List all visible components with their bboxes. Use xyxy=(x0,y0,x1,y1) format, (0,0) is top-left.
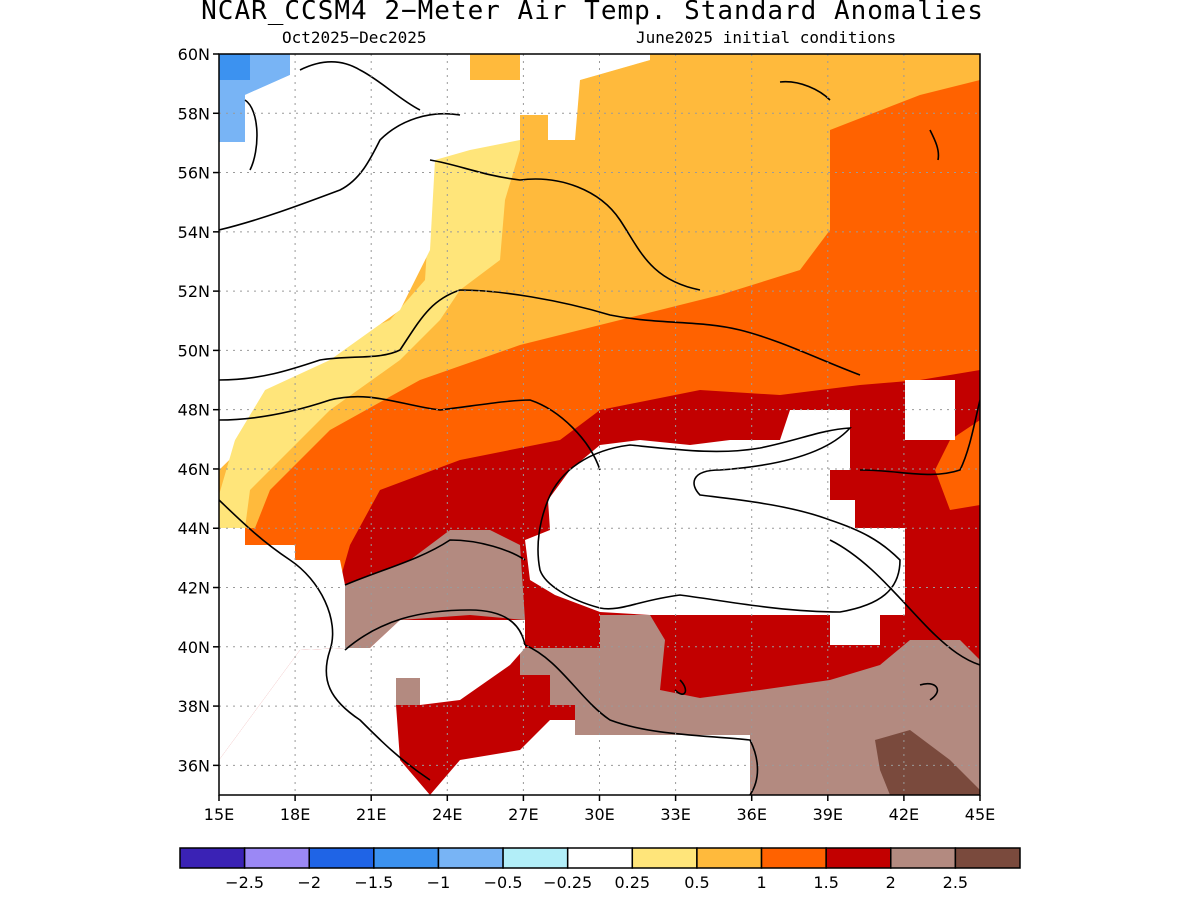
lon-tick-label: 15E xyxy=(204,805,234,824)
colorbar-label: 2.5 xyxy=(943,873,968,892)
colorbar-swatch xyxy=(502,847,569,869)
field-1-1.5-east xyxy=(935,420,980,510)
lat-tick-label: 38N xyxy=(178,697,210,716)
latitude-axis: 60N 58N 56N 54N 52N 50N 48N 46N 44N 42N 40N 38N 36N xyxy=(178,45,219,775)
field-0.25-0.5 xyxy=(219,80,520,528)
colorbar-label: 0.5 xyxy=(684,873,709,892)
lon-tick-label: 45E xyxy=(965,805,995,824)
lon-tick-label: 36E xyxy=(736,805,766,824)
field-2-2.5-greece xyxy=(396,678,420,705)
colorbar-label: −2 xyxy=(297,873,321,892)
lat-tick-label: 54N xyxy=(178,223,210,242)
forecast-period: Oct2025−Dec2025 xyxy=(282,28,427,47)
lat-tick-label: 58N xyxy=(178,104,210,123)
initial-conditions: June2025 initial conditions xyxy=(636,28,897,47)
lat-tick-label: 52N xyxy=(178,282,210,301)
mask-med xyxy=(430,720,750,795)
field-2-2.5-balkans xyxy=(345,530,525,648)
colorbar-swatch xyxy=(696,847,763,869)
lat-tick-label: 60N xyxy=(178,45,210,64)
lon-tick-label: 39E xyxy=(813,805,843,824)
lat-tick-label: 44N xyxy=(178,519,210,538)
lat-tick-label: 48N xyxy=(178,401,210,420)
colorbar-label: 1.5 xyxy=(813,873,838,892)
lat-tick-label: 40N xyxy=(178,638,210,657)
lon-tick-label: 33E xyxy=(660,805,690,824)
colorbar-label: −1.5 xyxy=(354,873,393,892)
colorbar-label: 0.25 xyxy=(614,873,650,892)
mask-caspian xyxy=(905,380,955,440)
anomaly-fields xyxy=(219,54,980,795)
colorbar-label: −1 xyxy=(427,873,451,892)
longitude-axis: 15E 18E 21E 24E 27E 30E 33E 36E 39E 42E 45E xyxy=(204,795,995,824)
colorbar-swatch xyxy=(566,847,634,869)
gridlines xyxy=(219,54,980,795)
field-2-2.5-anatolia xyxy=(520,615,980,795)
lat-tick-label: 42N xyxy=(178,579,210,598)
mask-baltic xyxy=(219,54,520,470)
colorbar-label: 1 xyxy=(756,873,766,892)
colorbar-swatch xyxy=(179,847,246,869)
colorbar-swatch xyxy=(825,847,892,869)
colorbar-label: −0.5 xyxy=(484,873,523,892)
colorbar-swatch xyxy=(308,847,375,869)
colorbar: −2.5 −2 −1.5 −1 −0.5 −0.25 0.25 0.5 1 1.5 2 2.5 xyxy=(179,847,1021,892)
colorbar-swatch xyxy=(954,847,1021,869)
lon-tick-label: 18E xyxy=(280,805,310,824)
lon-tick-label: 27E xyxy=(508,805,538,824)
colorbar-swatch xyxy=(631,847,698,869)
colorbar-swatch xyxy=(243,847,310,869)
map-title: NCAR_CCSM4 2−Meter Air Temp. Standard An… xyxy=(201,0,984,26)
lon-tick-label: 42E xyxy=(889,805,919,824)
lat-tick-label: 56N xyxy=(178,164,210,183)
mask-finland xyxy=(520,54,650,140)
lat-tick-label: 36N xyxy=(178,756,210,775)
colorbar-swatch xyxy=(890,847,957,869)
lon-tick-label: 21E xyxy=(356,805,386,824)
field-above-2.5 xyxy=(875,730,980,795)
colorbar-label: 2 xyxy=(886,873,896,892)
coastlines xyxy=(219,60,980,795)
lon-tick-label: 30E xyxy=(584,805,614,824)
field-cold-nw-core xyxy=(219,54,250,80)
colorbar-label: −2.5 xyxy=(225,873,264,892)
lon-tick-label: 24E xyxy=(432,805,462,824)
colorbar-label: −0.25 xyxy=(543,873,592,892)
colorbar-swatch xyxy=(437,847,504,869)
lat-tick-label: 46N xyxy=(178,460,210,479)
mask-west xyxy=(219,528,345,760)
colorbar-swatch xyxy=(373,847,440,869)
lat-tick-label: 50N xyxy=(178,341,210,360)
colorbar-swatch xyxy=(760,847,827,869)
